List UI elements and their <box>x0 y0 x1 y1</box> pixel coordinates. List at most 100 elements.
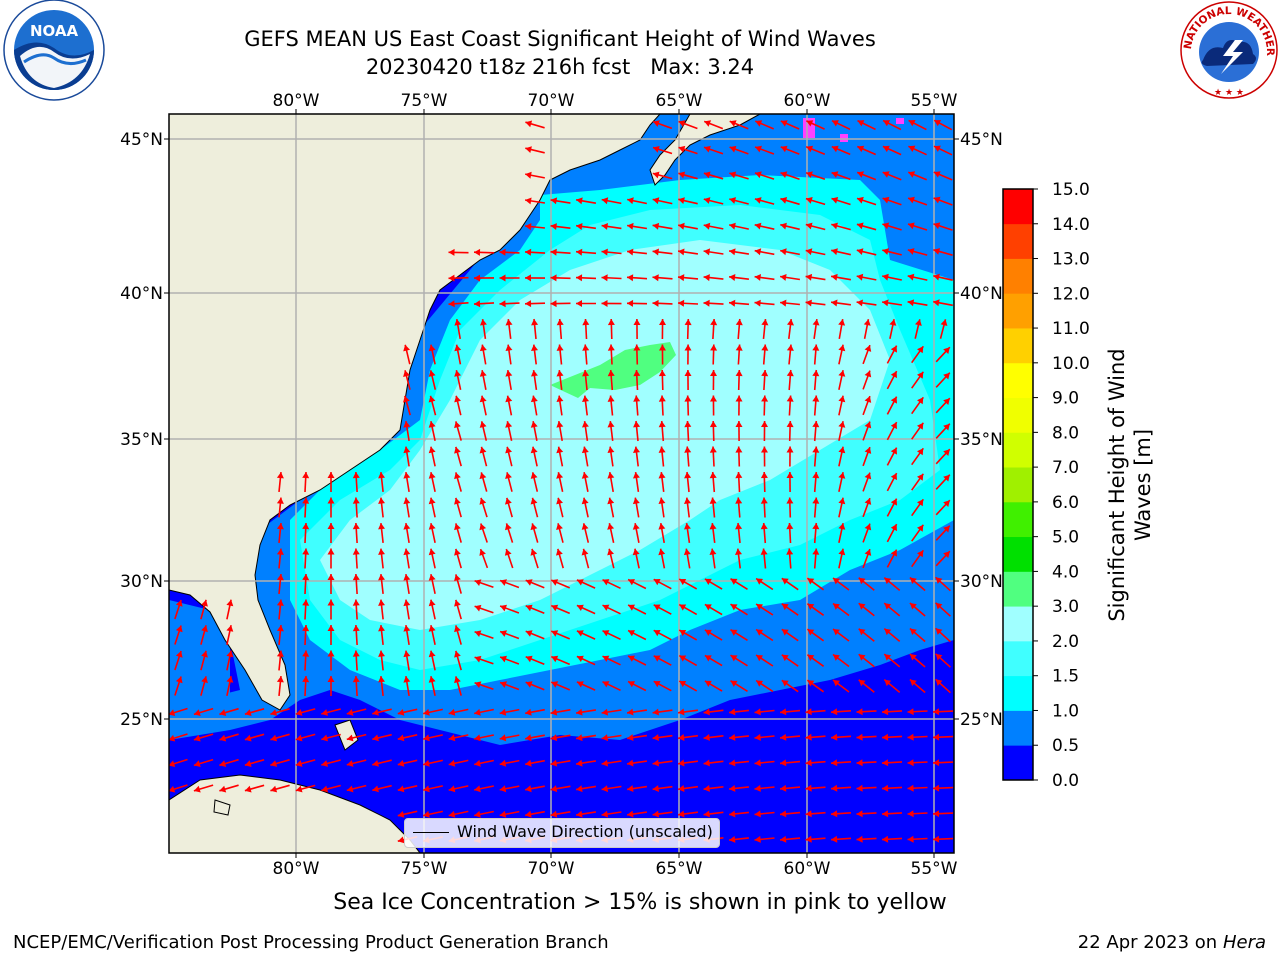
wave-arrowhead <box>710 319 718 326</box>
wave-arrowhead <box>703 197 711 204</box>
wave-arrowhead <box>169 760 176 767</box>
wave-arrowhead <box>831 708 838 716</box>
wave-arrowhead <box>397 785 405 793</box>
wave-arrowhead <box>831 171 839 178</box>
wave-arrowhead <box>327 676 335 682</box>
wave-arrowhead <box>807 654 815 661</box>
wave-arrowhead <box>454 523 461 531</box>
colorbar-segment <box>1003 397 1033 433</box>
wave-arrowhead <box>935 577 943 584</box>
wave-arrowhead <box>607 548 614 556</box>
wave-arrowhead <box>530 497 538 505</box>
wave-arrowhead <box>908 120 916 127</box>
wave-arrowhead <box>807 680 815 687</box>
wave-arrowhead <box>525 120 533 128</box>
wave-arrowhead <box>628 604 635 611</box>
wave-arrowhead <box>831 733 838 741</box>
wave-arrowhead <box>754 835 761 843</box>
wave-arrowhead <box>652 759 659 767</box>
wave-arrowhead <box>787 319 794 326</box>
wave-arrowhead <box>219 760 227 767</box>
wave-arrowhead <box>397 811 405 818</box>
wave-arrowhead <box>582 319 590 326</box>
wave-arrowhead <box>890 524 897 532</box>
wave-arrowhead <box>499 785 507 793</box>
wave-arrowhead <box>448 734 456 742</box>
wave-arrowhead <box>882 299 889 307</box>
lat-label-right: 45°N <box>960 130 1003 150</box>
wave-arrowhead <box>907 248 915 255</box>
colorbar-tick-label: 1.5 <box>1052 667 1079 687</box>
wave-arrowhead <box>678 145 686 153</box>
wave-arrowhead <box>454 370 462 377</box>
wave-arrowhead <box>576 734 583 742</box>
wave-arrowhead <box>372 785 379 793</box>
wave-arrowhead <box>652 734 659 741</box>
wave-arrowhead <box>704 145 711 153</box>
wave-arrowhead <box>556 370 564 377</box>
wave-arrowhead <box>857 120 865 127</box>
wave-arrowhead <box>678 248 685 256</box>
wave-arrowhead <box>505 370 513 377</box>
wave-arrowhead <box>943 551 950 558</box>
wave-arrowhead <box>943 423 950 431</box>
wave-arrowhead <box>428 650 436 658</box>
wave-arrowhead <box>908 145 916 152</box>
colorbar-segment <box>1003 223 1033 259</box>
wave-arrowhead <box>175 600 183 607</box>
legend: Wind Wave Direction (unscaled) <box>404 818 720 848</box>
wave-arrowhead <box>780 708 787 716</box>
wave-arrowhead <box>505 395 513 403</box>
wave-arrowhead <box>807 603 815 610</box>
wave-arrowhead <box>525 759 532 767</box>
wave-arrowhead <box>372 709 379 716</box>
wave-arrowhead <box>454 344 462 352</box>
wave-arrowhead <box>500 655 507 663</box>
colorbar-tick-label: 3.0 <box>1052 597 1079 617</box>
wave-arrowhead <box>576 274 583 282</box>
wave-arrowhead <box>474 604 482 612</box>
sea-band-3-4 <box>550 342 676 398</box>
wave-arrowhead <box>193 734 201 742</box>
wave-arrowhead <box>781 578 789 585</box>
wave-arrowhead <box>678 222 685 230</box>
wave-arrowhead <box>856 733 863 741</box>
sea-ice-patch <box>896 118 904 124</box>
wave-arrowhead <box>244 734 252 742</box>
wave-arrowhead <box>448 248 455 256</box>
wave-arrowhead <box>327 625 335 631</box>
wave-arrowhead <box>780 145 788 153</box>
wave-arrowhead <box>890 473 897 481</box>
wave-arrowhead <box>276 625 284 632</box>
wave-arrowhead <box>653 604 661 611</box>
wave-arrowhead <box>933 299 940 307</box>
colorbar-tick-label: 11.0 <box>1052 319 1090 339</box>
wave-arrowhead <box>448 810 456 818</box>
wave-arrowhead <box>327 472 335 478</box>
wave-arrowhead <box>601 759 609 767</box>
wave-arrowhead <box>551 681 559 688</box>
wave-arrowhead <box>864 549 872 556</box>
wave-arrowhead <box>653 120 660 127</box>
wave-arrowhead <box>756 680 764 687</box>
wave-arrowhead <box>882 196 890 204</box>
lon-label-top: 60°W <box>784 91 831 111</box>
wave-arrowhead <box>378 523 385 530</box>
wave-direction-arrows <box>169 119 954 844</box>
wave-arrowhead <box>933 759 940 767</box>
wave-arrowhead <box>525 146 532 153</box>
wave-arrowhead <box>729 197 736 204</box>
wave-arrowhead <box>933 810 940 818</box>
wave-arrowhead <box>864 498 872 505</box>
colorbar-segment <box>1003 467 1033 503</box>
lat-label-right: 30°N <box>960 572 1003 592</box>
wave-arrowhead <box>602 655 610 662</box>
wave-arrowhead <box>530 421 538 428</box>
wave-arrowhead <box>175 651 183 658</box>
wave-arrowhead <box>729 785 736 792</box>
wave-arrowhead <box>474 248 481 256</box>
wave-arrowhead <box>576 759 583 767</box>
wave-arrowhead <box>684 344 692 351</box>
svg-text:★ ★ ★: ★ ★ ★ <box>1214 88 1244 98</box>
